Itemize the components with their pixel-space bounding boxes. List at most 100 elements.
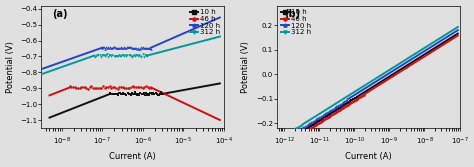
- Point: [116, 47, 124, 49]
- Point: [320, 113, 328, 115]
- Point: [99, 53, 107, 56]
- Point: [352, 98, 359, 101]
- Point: [300, 126, 307, 128]
- Point: [139, 93, 146, 96]
- Point: [120, 55, 128, 58]
- Point: [114, 94, 122, 96]
- Point: [127, 93, 135, 96]
- Point: [139, 46, 147, 49]
- Point: [288, 138, 296, 141]
- Point: [145, 47, 153, 50]
- Point: [277, 137, 284, 139]
- Point: [346, 100, 354, 102]
- Point: [292, 130, 300, 133]
- Point: [315, 119, 323, 122]
- Point: [296, 128, 303, 131]
- Point: [296, 125, 303, 128]
- Point: [118, 45, 125, 48]
- Point: [143, 54, 151, 57]
- Point: [287, 131, 294, 133]
- Point: [360, 93, 367, 96]
- Point: [282, 142, 290, 145]
- Point: [296, 131, 303, 134]
- Point: [136, 54, 143, 56]
- Legend: 10 h, 46 h, 120 h, 312 h: 10 h, 46 h, 120 h, 312 h: [187, 7, 223, 38]
- Point: [343, 102, 351, 105]
- Point: [337, 108, 345, 110]
- Point: [295, 129, 303, 131]
- Point: [138, 47, 146, 49]
- Point: [153, 93, 160, 96]
- Point: [347, 101, 355, 104]
- Point: [134, 93, 141, 96]
- Point: [125, 54, 132, 57]
- Point: [102, 86, 110, 89]
- Point: [312, 121, 320, 124]
- Point: [327, 114, 334, 117]
- Point: [112, 47, 120, 50]
- Point: [291, 128, 298, 131]
- Point: [287, 133, 295, 136]
- Point: [292, 127, 300, 130]
- Point: [123, 55, 130, 57]
- Point: [148, 93, 156, 95]
- Point: [100, 46, 107, 49]
- Point: [315, 116, 323, 119]
- Point: [317, 115, 325, 118]
- Point: [334, 108, 341, 111]
- Point: [125, 92, 132, 95]
- Point: [357, 95, 365, 98]
- Point: [95, 54, 102, 56]
- Point: [318, 114, 326, 117]
- Point: [289, 129, 296, 132]
- Point: [316, 121, 324, 123]
- Point: [344, 103, 352, 106]
- Point: [309, 125, 317, 128]
- Point: [289, 138, 297, 140]
- Point: [113, 54, 120, 57]
- Point: [142, 54, 150, 56]
- Point: [356, 96, 364, 98]
- Point: [324, 114, 331, 117]
- Point: [312, 118, 319, 121]
- Point: [316, 119, 324, 122]
- Point: [138, 93, 146, 95]
- Point: [293, 133, 301, 136]
- Point: [304, 128, 311, 131]
- Point: [325, 113, 332, 116]
- Point: [346, 102, 353, 105]
- Point: [96, 53, 103, 56]
- Point: [109, 55, 117, 58]
- Point: [118, 54, 126, 56]
- Point: [101, 47, 109, 50]
- Point: [127, 85, 135, 88]
- Point: [314, 117, 322, 119]
- Point: [127, 54, 135, 57]
- Point: [129, 85, 137, 88]
- Point: [290, 137, 298, 140]
- Point: [335, 107, 342, 110]
- Point: [113, 46, 121, 49]
- Point: [298, 127, 305, 130]
- Point: [97, 55, 104, 58]
- Point: [100, 46, 108, 49]
- Point: [129, 47, 137, 49]
- Point: [342, 99, 350, 102]
- Point: [132, 54, 140, 56]
- Point: [140, 86, 148, 89]
- Point: [298, 132, 305, 135]
- Point: [112, 55, 119, 57]
- Point: [335, 107, 343, 109]
- Point: [285, 140, 293, 143]
- Point: [140, 47, 148, 49]
- Point: [127, 46, 135, 49]
- Point: [345, 103, 353, 105]
- Point: [109, 46, 117, 49]
- Point: [311, 119, 319, 121]
- Point: [134, 86, 141, 88]
- Point: [301, 128, 309, 131]
- Point: [292, 134, 299, 137]
- Point: [296, 133, 303, 136]
- Point: [320, 118, 328, 121]
- Point: [307, 121, 315, 124]
